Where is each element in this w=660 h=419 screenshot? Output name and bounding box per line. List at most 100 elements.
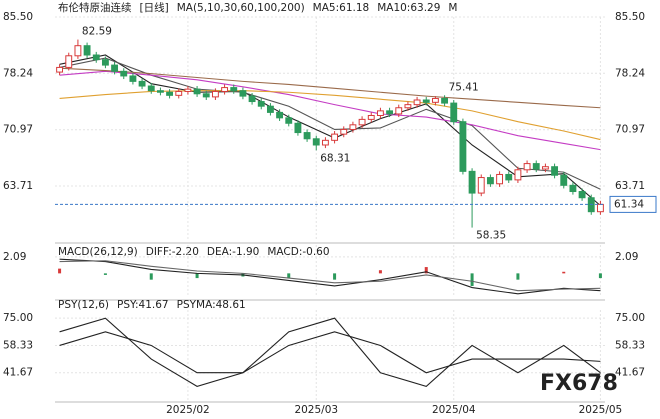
candle-body [120,70,128,77]
candle-body [248,95,256,103]
candle-body [376,110,384,117]
y-tick-label: 85.50 [615,11,645,23]
candle-body [193,88,201,95]
macd-bar [598,273,602,279]
legend-text: MA5:61.18 [313,2,370,14]
candle-body [441,97,449,104]
legend-text: M [448,2,457,14]
candle-body [551,166,559,176]
series-line [59,260,601,292]
series-line [59,258,601,295]
series-line [59,317,601,387]
candle-body [431,97,439,103]
candle-body [111,64,119,72]
candle-body [367,115,375,120]
series-line [59,67,601,109]
macd-bar [58,268,62,274]
legend-text: PSYMA:48.61 [177,299,246,311]
candle-body [239,90,247,97]
y-tick-label: 75.00 [3,312,33,324]
y-tick-label: 78.24 [3,67,33,79]
legend-text: MACD:-0.60 [267,246,329,258]
candle-body [138,80,146,87]
candle-body [276,111,284,119]
last-price-box [609,195,657,213]
candle-body [156,90,164,93]
candle-body [74,45,82,57]
candle-body [395,107,403,115]
candle-body [422,99,430,103]
watermark: FX678 [540,371,618,396]
y-tick-label: 41.67 [615,367,645,379]
y-tick-label: 63.71 [3,180,33,192]
last-price-label: 61.34 [614,198,644,210]
candle-body [505,173,513,181]
macd-bar [149,273,153,280]
candle-body [129,75,137,82]
y-tick-label: 63.71 [615,180,645,192]
y-tick-label: 58.33 [3,339,33,351]
annotation: 68.31 [320,152,350,164]
annotation: 82.59 [82,26,112,38]
candle-body [349,124,357,130]
candle-body [404,104,412,109]
macd-bar [516,273,520,280]
series-line [59,70,601,151]
legend-text: [日线] [140,1,169,14]
legend-text: 布伦特原油连续 [58,1,132,14]
annotation: 75.41 [449,81,479,93]
candle-body [266,105,274,113]
x-tick-label: 2025/05 [579,404,623,416]
x-tick-label: 2025/03 [294,404,338,416]
candle-body [486,177,494,185]
legend-text: MA(5,10,30,60,100,200) [177,2,305,14]
y-tick-label: 2.09 [3,251,26,263]
candle-body [92,54,100,61]
macd-bar [378,270,382,274]
candle-body [175,90,183,96]
candle-body [83,45,91,56]
y-tick-label: 70.97 [615,124,645,136]
macd-bar [195,273,199,279]
candle-body [468,170,476,194]
candle-body [514,169,522,181]
candle-body [569,184,577,193]
macd-bar [424,267,428,274]
candle-body [257,101,265,107]
candle-body [294,122,302,134]
legend-text: MACD(26,12,9) [58,246,138,258]
candle-body [303,132,311,140]
macd-bar [470,273,474,286]
candle-body [312,138,320,146]
candle-body [202,93,210,98]
candle-body [532,163,540,170]
legend-text: PSY:41.67 [117,299,169,311]
candle-body [596,203,604,213]
candle-body [101,59,109,66]
legend-text: MA10:63.29 [377,2,440,14]
candle-body [560,174,568,186]
candle-body [166,91,174,96]
y-tick-label: 75.00 [615,312,645,324]
macd-bar [287,273,291,279]
legend-text: DEA:-1.90 [207,246,259,258]
y-tick-label: 58.33 [615,339,645,351]
candle-body [459,121,467,172]
candle-body [358,118,366,126]
macd-bar [562,271,566,274]
candle-body [221,87,229,92]
series-line [59,331,601,374]
macd-bar [333,273,337,280]
candle-body [211,90,219,98]
candle-body [541,166,549,170]
x-tick-label: 2025/04 [432,404,476,416]
y-tick-label: 41.67 [3,367,33,379]
candle-body [321,139,329,146]
candle-body [413,99,421,106]
candle-body [56,66,64,73]
legend-text: DIFF:-2.20 [146,246,199,258]
candle-body [523,163,531,171]
y-tick-label: 85.50 [3,11,33,23]
